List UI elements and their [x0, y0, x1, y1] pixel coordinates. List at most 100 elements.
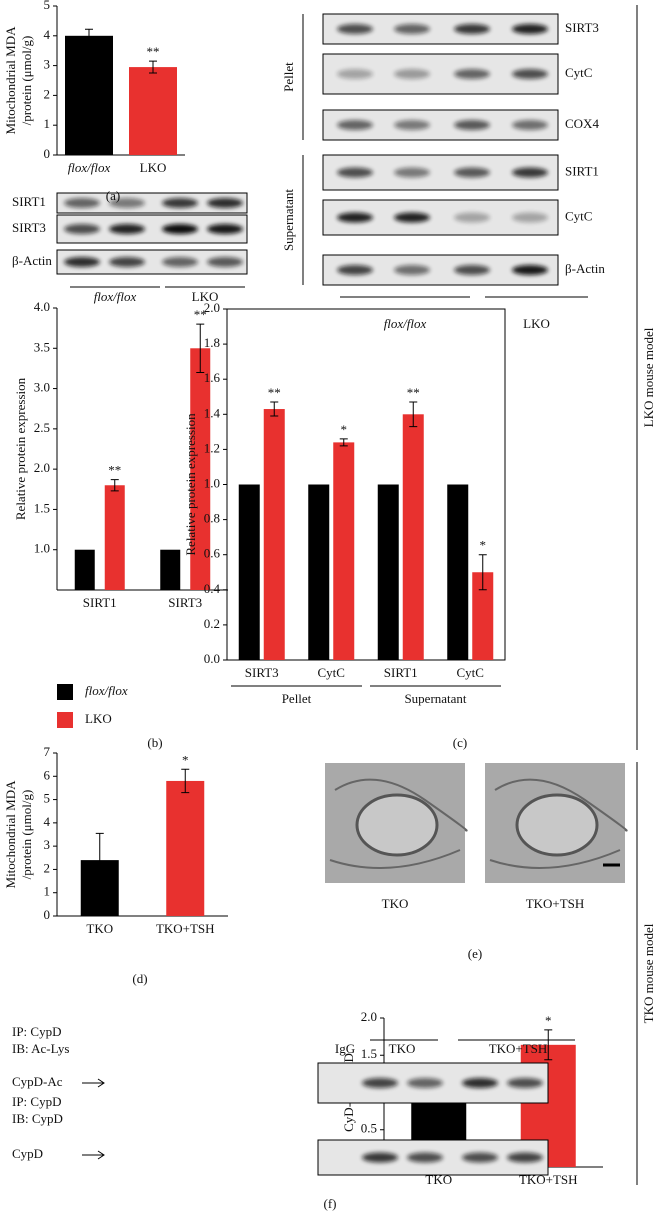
blot-band	[454, 120, 490, 130]
arrow	[82, 1078, 105, 1088]
x-tick-label: TKO+TSH	[519, 1172, 578, 1187]
legend-swatch	[57, 712, 73, 728]
significance: **	[268, 385, 281, 400]
y-tick-label: 4.0	[34, 299, 50, 314]
error-bar	[478, 554, 487, 591]
bar	[263, 409, 285, 660]
y-tick-label: 5	[44, 0, 51, 12]
y-tick-label: 1.8	[204, 335, 220, 350]
significance: **	[407, 385, 420, 400]
arrow	[82, 1150, 105, 1160]
bar	[333, 442, 355, 660]
y-tick-label: 1.0	[34, 541, 50, 556]
blot-label: SIRT1	[565, 163, 599, 178]
blot-label: CytC	[565, 208, 592, 223]
panel-label: (a)	[106, 188, 120, 203]
panel-label: (e)	[468, 946, 482, 961]
blot-band	[394, 212, 430, 223]
blot-band	[407, 1152, 443, 1163]
ip-label: IB: CypD	[12, 1111, 63, 1126]
ip-label: IP: CypD	[12, 1024, 61, 1039]
significance: *	[182, 752, 189, 767]
blot-band	[162, 198, 198, 208]
y-tick-label: 1.5	[361, 1046, 377, 1061]
error-bar	[149, 60, 157, 74]
bar	[472, 572, 494, 660]
bar	[74, 549, 95, 590]
blot-label: β-Actin	[12, 253, 52, 268]
y-axis-label: /protein (μmol/g)	[19, 36, 34, 126]
bar	[190, 348, 211, 590]
group-label: Supernatant	[404, 691, 466, 706]
legend-swatch	[57, 684, 73, 700]
y-tick-label: 2.5	[34, 420, 50, 435]
panel-label: (f)	[324, 1196, 337, 1211]
error-bar	[409, 401, 418, 428]
y-tick-label: 0	[44, 907, 51, 922]
x-tick-label: CytC	[457, 665, 484, 680]
blot-label: CytC	[565, 65, 592, 80]
error-bar	[544, 1029, 553, 1061]
y-tick-label: 0.5	[361, 1121, 377, 1136]
blot-band	[207, 224, 243, 234]
x-tick-label: TKO+TSH	[156, 921, 215, 936]
y-tick-label: 0.0	[204, 651, 220, 666]
legend-label: flox/flox	[85, 683, 128, 698]
lane-label: TKO	[389, 1041, 416, 1056]
image-label: TKO+TSH	[526, 896, 585, 911]
blot-band	[407, 1078, 443, 1088]
membrane	[489, 778, 628, 869]
bar	[65, 35, 113, 155]
significance: **	[147, 44, 160, 59]
blot-band	[454, 24, 490, 34]
significance: *	[341, 422, 348, 437]
ip-label: IB: Ac-Lys	[12, 1041, 69, 1056]
ip-label: CypD	[12, 1146, 43, 1161]
y-axis-label: Mitochondrial MDA	[3, 780, 18, 889]
y-tick-label: 1.6	[204, 370, 221, 385]
x-tick-label: CytC	[318, 665, 345, 680]
blot-group-label: LKO	[523, 316, 550, 331]
y-tick-label: 2.0	[361, 1009, 377, 1024]
blot-band	[337, 24, 373, 34]
membrane	[329, 778, 468, 869]
x-tick-label: SIRT3	[168, 595, 202, 610]
error-bar	[110, 479, 119, 492]
y-axis-label: Relative protein expression	[183, 413, 198, 556]
x-tick-label: LKO	[140, 160, 167, 175]
error-bar	[339, 438, 348, 447]
y-tick-label: 4	[44, 814, 51, 829]
ip-label: CypD-Ac	[12, 1074, 63, 1089]
blot-box	[56, 192, 248, 214]
lane-label: TKO+TSH	[489, 1041, 548, 1056]
panel-label: (d)	[132, 971, 147, 986]
significance: **	[108, 463, 121, 478]
blot-band	[162, 224, 198, 234]
mitochondrion	[355, 793, 439, 857]
y-tick-label: 0.6	[204, 546, 221, 561]
bar	[160, 549, 181, 590]
model-label: TKO mouse model	[641, 923, 656, 1023]
blot-band	[507, 1152, 543, 1163]
blot-band	[337, 212, 373, 223]
y-tick-label: 0	[44, 146, 51, 161]
blot-band	[337, 120, 373, 130]
significance: **	[194, 307, 207, 322]
significance: *	[545, 1013, 552, 1028]
section-label: Pellet	[281, 62, 296, 92]
bar	[402, 414, 424, 660]
x-tick-label: flox/flox	[68, 160, 111, 175]
blot-band	[337, 69, 373, 79]
group-label: Pellet	[282, 691, 312, 706]
y-tick-label: 7	[44, 744, 51, 759]
bar	[447, 484, 469, 660]
error-bar	[95, 832, 104, 888]
blot-band	[512, 212, 548, 223]
x-tick-label: SIRT1	[83, 595, 117, 610]
x-tick-label: TKO	[425, 1172, 452, 1187]
blot-band	[454, 167, 490, 178]
blot-band	[454, 265, 490, 275]
blot-label: SIRT3	[565, 20, 599, 35]
y-tick-label: 3.0	[34, 380, 50, 395]
